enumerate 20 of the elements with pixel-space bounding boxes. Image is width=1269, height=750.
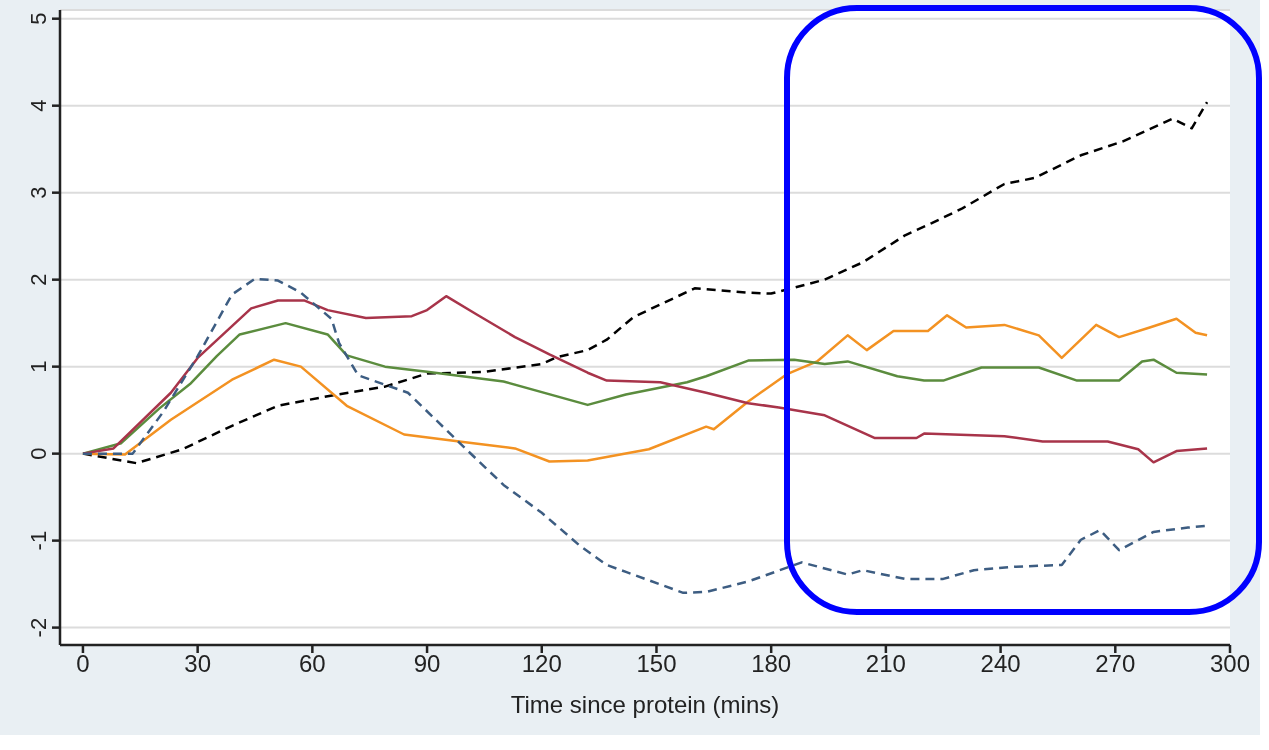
y-tick-label: -1	[26, 530, 51, 551]
y-tick-label: 3	[26, 186, 51, 199]
x-tick-label: 210	[865, 650, 906, 678]
x-tick-label: 30	[184, 650, 211, 678]
y-tick-label: 0	[26, 447, 51, 460]
x-tick-label: 60	[299, 650, 326, 678]
x-tick-label: 150	[636, 650, 677, 678]
x-tick-label: 90	[413, 650, 441, 678]
y-tick-label: 4	[26, 99, 51, 112]
y-tick-label: -2	[26, 617, 51, 638]
y-tick-label: 5	[26, 12, 51, 25]
x-tick-label: 120	[521, 650, 562, 678]
x-axis-title: Time since protein (mins)	[510, 691, 780, 718]
x-tick-label: 300	[1209, 650, 1251, 678]
x-tick-label: 270	[1095, 650, 1136, 678]
x-tick-label: 0	[76, 650, 90, 678]
x-tick-label: 240	[980, 650, 1021, 678]
y-tick-label: 1	[26, 360, 51, 373]
y-tick-label: 2	[26, 273, 51, 286]
x-tick-label: 180	[751, 650, 792, 678]
